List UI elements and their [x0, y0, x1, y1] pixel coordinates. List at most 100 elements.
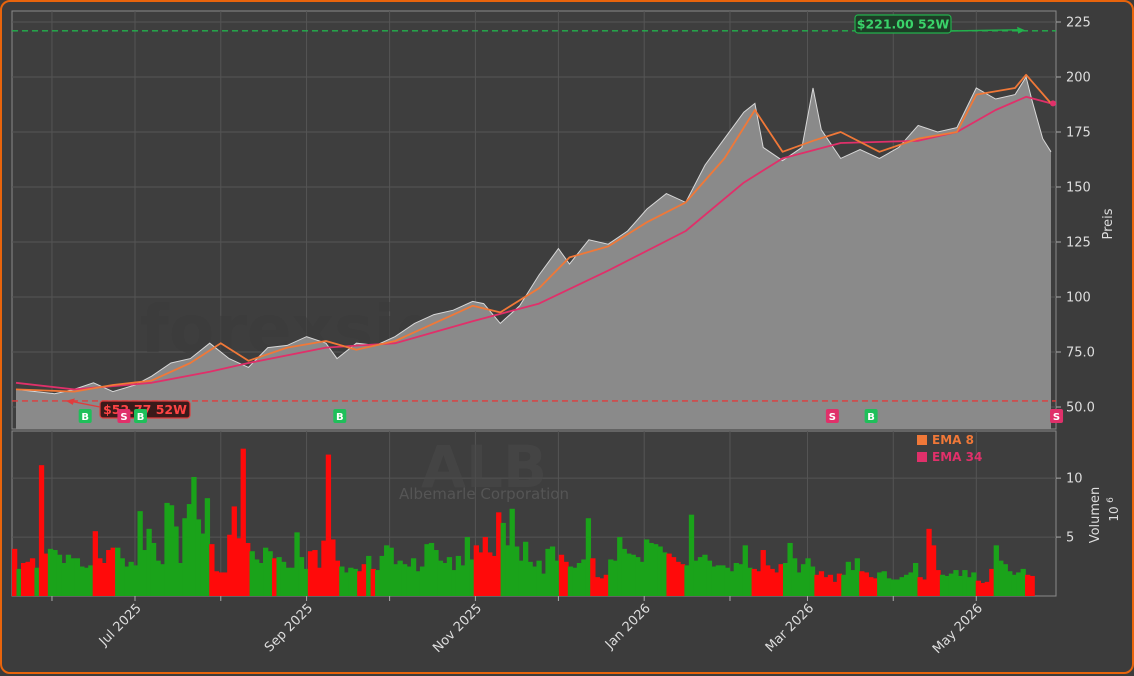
volume-bar	[294, 532, 300, 596]
volume-axis-label: Volumen	[1088, 487, 1103, 544]
volume-bar	[912, 563, 919, 596]
volume-bar	[1020, 568, 1026, 596]
volume-bar	[330, 539, 336, 596]
volume-bar	[25, 561, 31, 596]
volume-bar	[303, 568, 309, 596]
volume-bar	[164, 502, 170, 596]
volume-bar	[379, 555, 385, 596]
volume-bar	[12, 548, 18, 596]
volume-bar	[491, 555, 497, 596]
company-watermark: Albemarle Corporation	[399, 485, 569, 503]
volume-bar	[581, 559, 587, 596]
volume-bar	[150, 542, 157, 596]
volume-bar	[644, 539, 650, 596]
volume-bar	[908, 572, 914, 596]
volume-bar	[482, 537, 488, 596]
date-tick-label: Jul 2025	[96, 601, 145, 650]
buy-signal-label: B	[137, 412, 145, 423]
volume-unit: 10 6	[1106, 497, 1121, 522]
price-area	[16, 77, 1051, 429]
buy-signal-badge	[333, 409, 347, 423]
volume-bar	[204, 498, 211, 596]
price-tick-label: 225	[1066, 16, 1091, 31]
volume-bar	[805, 558, 811, 596]
volume-bar	[307, 551, 314, 596]
volume-bar	[688, 514, 695, 596]
volume-bar	[276, 557, 282, 596]
volume-bar	[675, 561, 681, 596]
volume-bar	[357, 571, 363, 596]
volume-bar	[415, 571, 421, 596]
volume-bar	[240, 448, 246, 596]
volume-bar	[720, 565, 726, 596]
volume-bar	[679, 564, 686, 596]
volume-bar	[384, 545, 390, 596]
volume-bar	[545, 548, 551, 596]
volume-bar	[742, 545, 748, 596]
volume-bar	[962, 570, 968, 596]
volume-bar	[442, 563, 448, 596]
price-tick-label: 125	[1066, 236, 1091, 251]
volume-bar	[437, 560, 444, 596]
volume-bar	[939, 574, 946, 596]
volume-bar	[289, 567, 296, 596]
volume-bar	[693, 560, 699, 596]
volume-unit-base: 10	[1107, 506, 1121, 521]
volume-bar	[558, 554, 565, 596]
volume-bar	[890, 579, 896, 596]
volume-bar	[146, 528, 152, 596]
volume-bar	[393, 564, 399, 596]
ema-8-line	[15, 73, 1052, 393]
volume-bar	[953, 570, 959, 596]
volume-bar	[316, 567, 323, 596]
volume-bar	[980, 583, 986, 596]
volume-bar	[957, 575, 964, 596]
price-tick-label: 75.0	[1066, 346, 1095, 361]
volume-bar	[948, 573, 955, 596]
volume-bar	[984, 581, 990, 596]
low-52w-arrow	[71, 400, 101, 408]
volume-bar	[159, 564, 166, 596]
volume-bar	[599, 578, 605, 596]
volume-bar	[227, 534, 233, 596]
volume-bar	[576, 563, 583, 596]
volume-bar	[738, 564, 744, 596]
volume-bar	[603, 574, 609, 596]
volume-bar	[231, 506, 237, 596]
volume-bar	[859, 571, 865, 596]
date-tick-label: Sep 2025	[262, 601, 316, 655]
volume-bar	[635, 557, 641, 596]
volume-bar	[343, 572, 349, 596]
volume-bar	[325, 454, 332, 596]
volume-bar	[769, 568, 775, 596]
volume-bar	[881, 571, 887, 596]
volume-bar	[61, 563, 67, 596]
high-52w-arrowhead	[1017, 26, 1026, 34]
volume-bar	[366, 555, 372, 596]
volume-bar	[209, 544, 215, 596]
volume-bar	[774, 572, 780, 596]
volume-bar	[56, 554, 63, 596]
volume-bar	[321, 540, 327, 596]
volume-bar	[554, 560, 560, 596]
volume-bar	[177, 563, 184, 596]
sell-signal-badge	[1050, 409, 1064, 423]
volume-bar	[518, 560, 524, 596]
volume-bar	[540, 573, 547, 596]
high-52w-arrow	[949, 29, 1021, 32]
volume-bar	[917, 577, 923, 596]
volume-bar	[926, 528, 932, 596]
volume-bar	[572, 567, 578, 596]
volume-bar	[106, 550, 112, 596]
volume-bar	[478, 552, 484, 596]
volume-bar	[88, 565, 94, 596]
volume-bar	[285, 567, 291, 596]
volume-bar	[280, 561, 287, 596]
volume-bar	[971, 572, 977, 596]
date-tick-label: May 2026	[930, 601, 986, 657]
volume-bar	[334, 560, 341, 596]
volume-bar	[608, 559, 614, 596]
volume-bar	[989, 568, 995, 596]
volume-bar	[930, 545, 937, 596]
